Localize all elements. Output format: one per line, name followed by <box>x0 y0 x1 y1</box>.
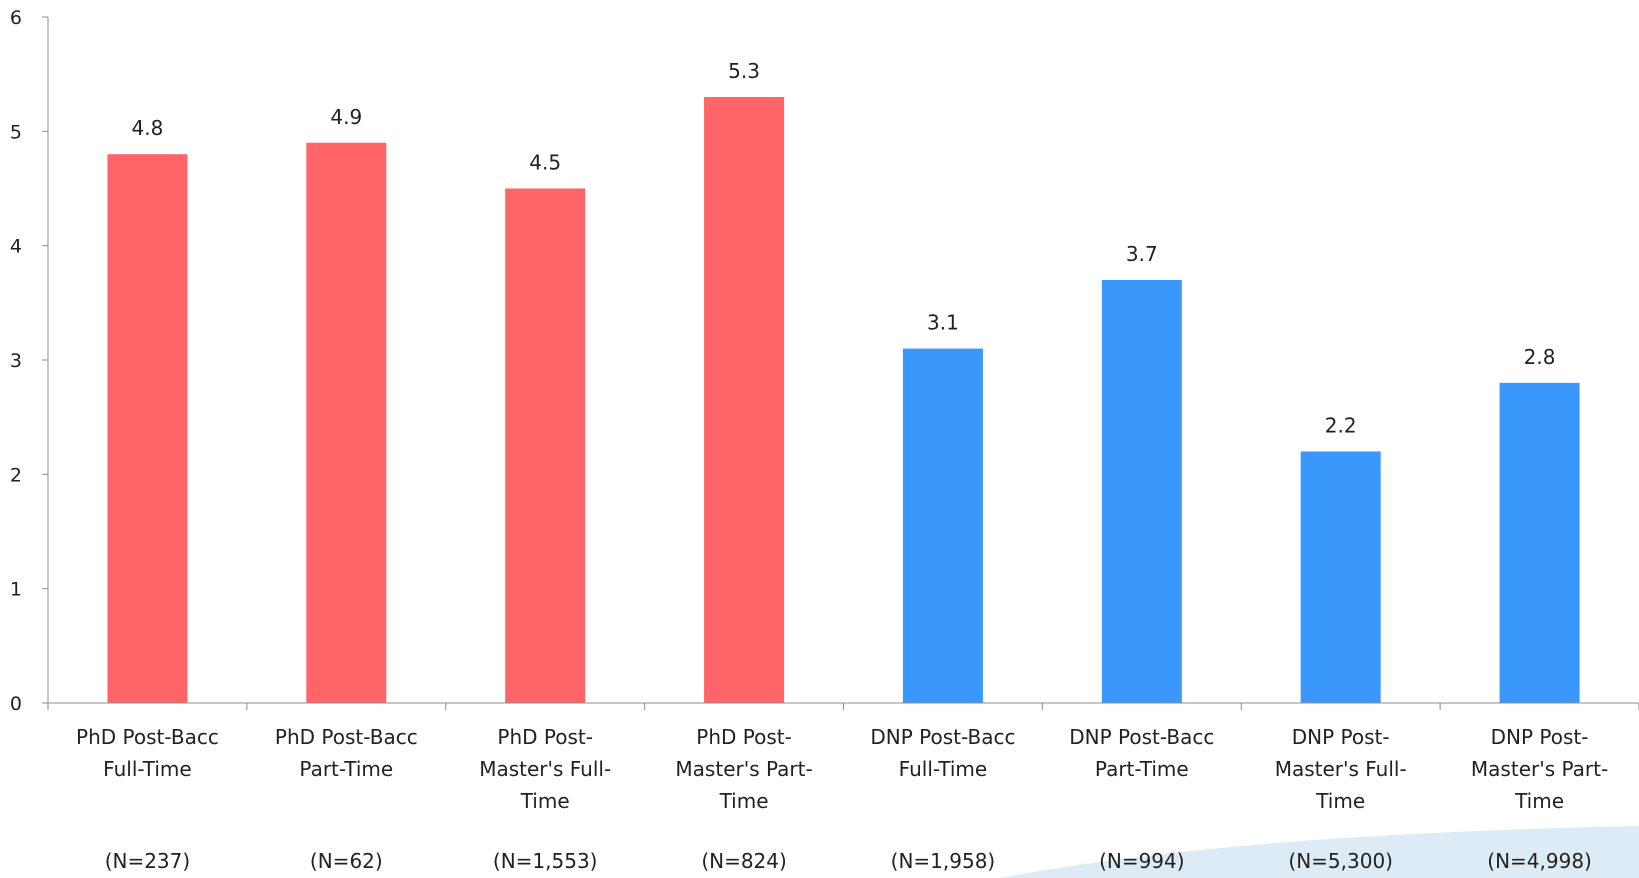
y-tick-label: 3 <box>10 350 22 372</box>
category-label: PhD Post-Master's Full-Time <box>479 725 611 813</box>
bar <box>306 142 387 703</box>
bar <box>505 188 586 703</box>
y-tick-label: 2 <box>10 464 22 486</box>
sample-size-label: (N=1,553) <box>493 849 598 873</box>
category-label: PhD Post-Bacc Part-Time <box>275 725 418 781</box>
category-label: DNP Post-Master's Full-Time <box>1275 725 1407 813</box>
data-label: 4.9 <box>330 105 362 129</box>
data-label: 3.7 <box>1126 242 1158 266</box>
data-label: 2.8 <box>1524 345 1556 369</box>
sample-size-label: (N=62) <box>310 849 383 873</box>
data-label: 3.1 <box>927 311 959 335</box>
bar <box>902 348 983 703</box>
category-label: DNP Post-Bacc Part-Time <box>1069 725 1214 781</box>
bar <box>1499 382 1580 703</box>
y-tick-label: 4 <box>10 236 22 258</box>
sample-size-label: (N=1,958) <box>891 849 996 873</box>
data-label: 4.8 <box>132 116 164 140</box>
sample-size-label: (N=237) <box>105 849 191 873</box>
bar <box>107 154 188 703</box>
category-label: PhD Post-Bacc Full-Time <box>76 725 219 781</box>
y-tick-label: 1 <box>10 579 22 601</box>
sample-size-label: (N=4,998) <box>1487 849 1592 873</box>
sample-size-label: (N=824) <box>701 849 787 873</box>
y-tick-label: 0 <box>10 693 22 715</box>
sample-size-label: (N=5,300) <box>1288 849 1393 873</box>
data-label: 5.3 <box>728 59 760 83</box>
y-tick-label: 5 <box>10 121 22 143</box>
bar <box>1300 451 1381 703</box>
data-label: 4.5 <box>529 151 561 175</box>
bar <box>1101 279 1182 703</box>
category-label: DNP Post-Bacc Full-Time <box>870 725 1015 781</box>
bar <box>704 97 785 704</box>
background-swoosh <box>1000 826 1639 878</box>
category-label: PhD Post-Master's Part-Time <box>675 725 812 813</box>
y-tick-label: 6 <box>10 7 22 29</box>
category-label: DNP Post-Master's Part-Time <box>1471 725 1608 813</box>
data-label: 2.2 <box>1325 413 1357 437</box>
sample-size-label: (N=994) <box>1099 849 1185 873</box>
